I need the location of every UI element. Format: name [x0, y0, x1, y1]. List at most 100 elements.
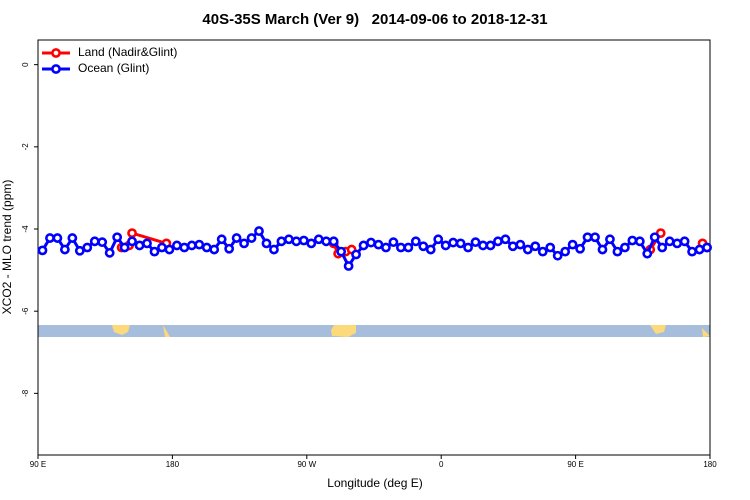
data-point: [157, 242, 167, 253]
data-point: [231, 233, 242, 243]
data-point: [67, 233, 78, 243]
y-tick-label: -4: [21, 225, 30, 233]
data-point: [567, 239, 578, 250]
chart-title: 40S-35S March (Ver 9) 2014-09-06 to 2018…: [202, 11, 547, 28]
data-point: [37, 245, 48, 256]
data-point: [313, 234, 324, 245]
data-point: [522, 244, 533, 255]
data-point: [119, 242, 130, 253]
data-point: [440, 240, 451, 251]
legend-label: Ocean (Glint): [78, 61, 149, 75]
data-point: [358, 240, 369, 251]
data-point: [530, 241, 541, 252]
data-point: [388, 237, 399, 248]
data-point: [112, 232, 123, 243]
data-point: [134, 240, 145, 251]
data-point: [366, 237, 376, 248]
data-point: [171, 240, 182, 251]
data-point: [127, 236, 137, 247]
data-point: [493, 236, 503, 247]
x-tick-label: 90 E: [567, 460, 583, 469]
data-point: [560, 246, 571, 257]
data-point: [455, 238, 466, 249]
map-strip: [38, 325, 710, 337]
data-point: [448, 237, 459, 248]
data-point: [642, 248, 653, 259]
data-point: [395, 242, 406, 253]
x-tick-label: 180: [166, 460, 180, 469]
data-point: [201, 242, 212, 253]
data-point: [500, 234, 511, 245]
data-point: [127, 228, 137, 239]
data-point: [694, 244, 705, 255]
data-point: [545, 242, 556, 253]
data-point: [381, 242, 391, 253]
data-point: [89, 236, 100, 247]
data-point: [410, 236, 421, 247]
data-point: [537, 246, 548, 257]
y-tick-label: -6: [21, 307, 30, 315]
data-point: [149, 246, 160, 257]
x-tick-label: 180: [703, 460, 717, 469]
data-point: [634, 236, 645, 247]
data-point: [619, 242, 630, 253]
x-tick-label: 0: [439, 460, 444, 469]
y-tick-label: 0: [21, 62, 30, 67]
data-point: [403, 242, 414, 253]
data-point: [291, 236, 302, 247]
data-point: [246, 233, 257, 243]
data-point: [470, 237, 481, 248]
x-tick-label: 90 W: [297, 460, 316, 469]
data-point: [612, 246, 623, 257]
data-point: [52, 233, 63, 243]
data-point: [254, 226, 264, 236]
data-point: [433, 234, 444, 245]
data-point: [298, 235, 309, 246]
legend-marker: [51, 64, 61, 74]
data-point: [283, 234, 294, 245]
data-point: [104, 247, 115, 258]
data-point: [45, 233, 55, 243]
data-point: [478, 240, 488, 251]
data-point: [336, 246, 347, 257]
data-point: [373, 239, 384, 250]
y-tick-label: -8: [21, 389, 30, 397]
data-point: [343, 261, 354, 271]
x-axis-label: Longitude (deg E): [327, 476, 422, 490]
data-point: [649, 232, 660, 243]
data-point: [515, 239, 526, 250]
data-point: [164, 244, 175, 255]
data-point: [194, 239, 205, 250]
data-point: [582, 232, 593, 243]
y-tick-label: -2: [21, 143, 30, 151]
legend-label: Land (Nadir&Glint): [78, 45, 177, 59]
data-point: [597, 244, 608, 255]
data-point: [82, 242, 93, 253]
data-point: [276, 236, 287, 247]
data-point: [463, 242, 473, 253]
data-point: [306, 238, 317, 249]
x-tick-label: 90 E: [30, 460, 46, 469]
data-point: [702, 242, 712, 253]
data-point: [672, 238, 683, 249]
data-point: [269, 244, 279, 255]
data-point: [605, 234, 615, 245]
data-point: [74, 245, 85, 256]
data-point: [485, 240, 496, 251]
data-point: [351, 249, 361, 260]
data-point: [425, 244, 436, 255]
data-point: [142, 238, 152, 249]
legend-marker: [51, 48, 61, 58]
data-point: [687, 246, 697, 257]
data-point: [418, 241, 429, 252]
data-point: [59, 244, 70, 255]
data-point: [657, 242, 668, 253]
data-point: [552, 250, 563, 261]
data-point: [186, 240, 197, 251]
data-point: [209, 244, 220, 255]
data-point: [328, 236, 339, 247]
data-point: [179, 242, 190, 253]
data-point: [679, 236, 690, 247]
data-point: [321, 236, 332, 247]
